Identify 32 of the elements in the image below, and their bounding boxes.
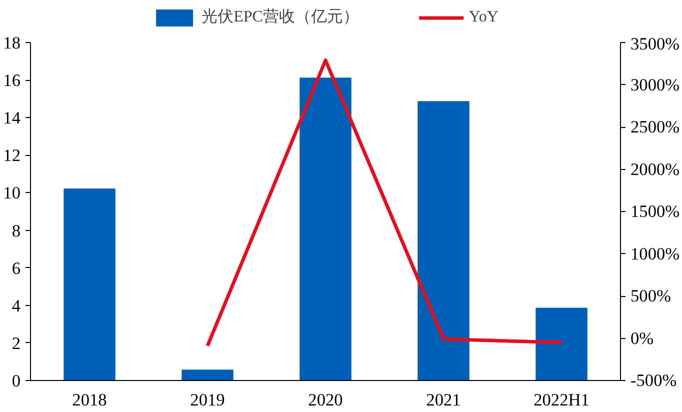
y-tick-label: 12: [3, 146, 20, 166]
x-tick-label: 2022H1: [534, 390, 590, 410]
line-series: [206, 58, 564, 348]
x-tick-label: 2018: [72, 390, 107, 410]
x-tick-label: 2020: [308, 390, 343, 410]
bar: [536, 308, 588, 380]
legend-label: 光伏EPC营收（亿元）: [202, 7, 359, 28]
y2-tick-label: 3000%: [630, 75, 680, 94]
y-tick-label: 10: [3, 184, 20, 203]
bar: [418, 101, 470, 380]
y2-tick-label: 3500%: [630, 34, 680, 54]
legend-label: YoY: [468, 8, 498, 26]
y-tick-label: 8: [12, 221, 21, 240]
bar: [64, 188, 116, 380]
y2-tick-label: 0%: [630, 328, 654, 348]
y2-tick-label: -500%: [630, 371, 677, 390]
y2-tick-label: 500%: [630, 286, 671, 306]
x-tick-label: 2021: [426, 390, 461, 410]
y-tick-label: 18: [3, 34, 20, 52]
y-tick-label: 16: [3, 71, 21, 90]
y-tick-label: 2: [12, 334, 21, 353]
y2-tick-label: 1000%: [630, 244, 680, 264]
y-tick-label: 6: [12, 258, 21, 278]
x-tick-label: 2019: [190, 390, 225, 410]
y2-tick-label: 2500%: [630, 118, 680, 136]
y2-tick-label: 2000%: [630, 160, 680, 179]
y-tick-label: 0: [12, 372, 21, 390]
y2-tick-label: 1500%: [630, 202, 680, 221]
bar: [182, 370, 234, 380]
bar: [300, 78, 352, 380]
y-tick-label: 14: [3, 108, 21, 128]
y-tick-label: 4: [12, 296, 21, 316]
